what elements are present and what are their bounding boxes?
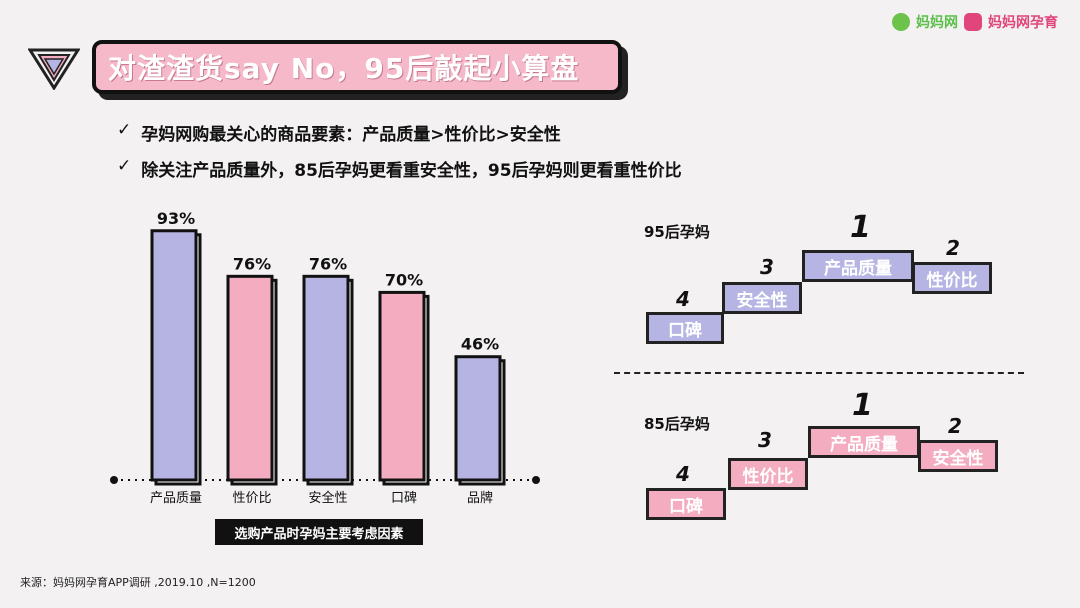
title-banner: 对渣渣货say No，95后敲起小算盘: [92, 40, 622, 94]
bar: [378, 290, 426, 482]
category-label: 性价比: [232, 491, 271, 506]
bar: [150, 229, 198, 482]
bar-value-label: 76%: [233, 254, 271, 273]
source-note: 来源：妈妈网孕育APP调研 ,2019.10 ,N=1200: [20, 576, 256, 589]
check-icon: ✓: [117, 120, 132, 140]
brand-name-2: 妈妈网孕育: [988, 15, 1058, 31]
bar-chart: 93% 产品质量 76% 性价比 76% 安全性 70% 口碑 46% 品牌: [110, 209, 540, 506]
step-85-rank1: 产品质量: [808, 426, 920, 458]
rank-number: 1: [850, 210, 871, 245]
axis-end-dot: [110, 476, 118, 484]
rank-number: 2: [948, 414, 962, 438]
yunyu-logo-icon: [964, 13, 982, 31]
rank-number: 3: [760, 255, 774, 279]
rank-number: 4: [676, 462, 690, 486]
rank-number: 2: [946, 236, 960, 260]
rank-number: 3: [758, 428, 772, 452]
bar: [302, 274, 350, 482]
bar-value-label: 46%: [461, 335, 499, 354]
step-85-rank3: 性价比: [728, 458, 808, 490]
chart-xlabel: 选购产品时孕妈主要考虑因素: [215, 519, 423, 545]
group-85-title: 85后孕妈: [644, 415, 710, 433]
step-85-rank2: 安全性: [918, 440, 998, 472]
brand-logos: 妈妈网 妈妈网孕育: [892, 10, 1058, 34]
bar-value-label: 93%: [157, 209, 195, 228]
step-95-rank3: 安全性: [722, 282, 802, 314]
category-label: 口碑: [391, 490, 417, 506]
step-95-rank2: 性价比: [912, 262, 992, 294]
check-icon: ✓: [117, 156, 132, 176]
axis-end-dot: [532, 476, 540, 484]
category-label: 安全性: [308, 490, 347, 506]
bullet-2-text: 除关注产品质量外，85后孕妈更看重安全性，95后孕妈则更看重性价比: [141, 161, 682, 181]
bullet-2: ✓ 除关注产品质量外，85后孕妈更看重安全性，95后孕妈则更看重性价比: [117, 156, 682, 181]
bar-value-label: 70%: [385, 270, 423, 289]
rank-number: 1: [852, 388, 873, 423]
step-85-rank4: 口碑: [646, 488, 726, 520]
page-title: 对渣渣货say No，95后敲起小算盘: [108, 52, 580, 85]
step-95-rank4: 口碑: [646, 312, 724, 344]
rank-number: 4: [676, 287, 690, 311]
mamanet-logo-icon: [892, 13, 910, 31]
bar-value-label: 76%: [309, 254, 347, 273]
step-95-rank1: 产品质量: [802, 250, 914, 282]
category-label: 品牌: [467, 490, 493, 506]
group-95-title: 95后孕妈: [644, 223, 710, 241]
bullet-1-text: 孕妈网购最关心的商品要素：产品质量>性价比>安全性: [141, 125, 561, 145]
bar: [226, 274, 274, 482]
bar: [454, 355, 502, 482]
brand-name-1: 妈妈网: [916, 15, 958, 31]
section-divider: [614, 372, 1024, 374]
category-label: 产品质量: [150, 491, 202, 506]
bullet-1: ✓ 孕妈网购最关心的商品要素：产品质量>性价比>安全性: [117, 120, 561, 145]
penrose-triangle-icon: [28, 48, 80, 90]
